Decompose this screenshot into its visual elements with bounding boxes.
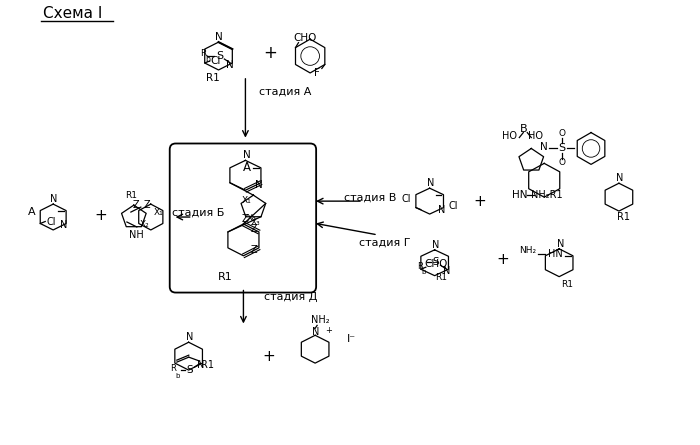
Text: A: A bbox=[27, 207, 35, 217]
Text: N: N bbox=[540, 142, 548, 153]
Text: HN: HN bbox=[547, 249, 562, 259]
Text: N: N bbox=[312, 328, 320, 337]
Text: Z: Z bbox=[144, 200, 150, 210]
Text: N: N bbox=[443, 266, 450, 276]
Text: стадия Б: стадия Б bbox=[172, 208, 225, 218]
Text: N: N bbox=[438, 205, 445, 214]
Text: R: R bbox=[200, 49, 206, 57]
Text: Z: Z bbox=[251, 245, 258, 255]
Text: стадия Д: стадия Д bbox=[264, 291, 317, 302]
Text: N: N bbox=[227, 60, 235, 70]
Text: +: + bbox=[496, 252, 509, 267]
Text: стадия Г: стадия Г bbox=[359, 238, 411, 248]
Text: X₂: X₂ bbox=[140, 220, 150, 230]
Text: NH₂R1: NH₂R1 bbox=[531, 190, 563, 200]
Text: X₁: X₁ bbox=[242, 196, 252, 205]
Text: F: F bbox=[314, 69, 320, 78]
Text: R1: R1 bbox=[125, 190, 137, 200]
Text: +: + bbox=[94, 207, 107, 222]
Text: стадия А: стадия А bbox=[259, 87, 312, 97]
Text: NH₂: NH₂ bbox=[311, 316, 330, 325]
FancyBboxPatch shape bbox=[169, 143, 316, 292]
Text: R1: R1 bbox=[218, 271, 233, 282]
Text: R: R bbox=[416, 262, 423, 271]
Text: S: S bbox=[432, 257, 439, 267]
Text: O: O bbox=[559, 129, 566, 138]
Text: HO: HO bbox=[528, 130, 542, 141]
Text: O: O bbox=[559, 158, 566, 167]
Text: +: + bbox=[263, 44, 277, 62]
Text: Cl: Cl bbox=[211, 56, 221, 66]
Text: N: N bbox=[186, 332, 193, 342]
Text: +: + bbox=[262, 349, 274, 364]
Text: +: + bbox=[326, 326, 332, 335]
Text: A: A bbox=[243, 162, 251, 174]
Text: N: N bbox=[242, 150, 251, 160]
Text: R: R bbox=[171, 364, 176, 372]
Text: b: b bbox=[205, 55, 210, 64]
Text: +: + bbox=[473, 194, 486, 209]
Text: R1: R1 bbox=[206, 73, 220, 83]
Text: R1: R1 bbox=[435, 273, 447, 282]
Text: HN: HN bbox=[512, 190, 527, 200]
Text: N: N bbox=[427, 178, 435, 188]
Text: Z: Z bbox=[132, 200, 139, 210]
Text: X₂: X₂ bbox=[247, 214, 257, 223]
Text: R1: R1 bbox=[617, 212, 631, 222]
Text: N: N bbox=[432, 240, 440, 250]
Text: X₁: X₁ bbox=[154, 207, 164, 217]
Text: N: N bbox=[557, 239, 565, 249]
Text: R1: R1 bbox=[201, 360, 214, 370]
Text: Z: Z bbox=[242, 214, 248, 224]
Text: S: S bbox=[559, 143, 566, 154]
Text: CHO: CHO bbox=[424, 259, 447, 269]
Text: N: N bbox=[255, 180, 262, 190]
Text: I⁻: I⁻ bbox=[346, 334, 356, 344]
Text: N: N bbox=[60, 220, 68, 231]
Text: N: N bbox=[616, 173, 624, 183]
Text: NH₂: NH₂ bbox=[519, 247, 537, 255]
Text: S: S bbox=[186, 365, 193, 375]
Text: CHO: CHO bbox=[294, 32, 317, 43]
Text: b: b bbox=[176, 373, 180, 379]
Text: N: N bbox=[197, 360, 204, 370]
Text: Z: Z bbox=[251, 224, 258, 234]
Text: HO: HO bbox=[502, 130, 517, 141]
Text: B: B bbox=[519, 124, 527, 134]
Text: N: N bbox=[50, 194, 58, 204]
Text: стадия В: стадия В bbox=[344, 192, 396, 202]
Text: R1: R1 bbox=[561, 280, 573, 289]
Text: X₃: X₃ bbox=[251, 218, 260, 227]
Text: NH: NH bbox=[130, 230, 144, 240]
Text: S: S bbox=[216, 51, 223, 61]
Text: Cl: Cl bbox=[449, 201, 458, 211]
Text: Схема I: Схема I bbox=[43, 6, 103, 21]
Text: N: N bbox=[215, 32, 223, 42]
Text: Cl: Cl bbox=[46, 217, 56, 227]
Text: Cl: Cl bbox=[401, 194, 410, 204]
Text: b: b bbox=[421, 269, 426, 275]
